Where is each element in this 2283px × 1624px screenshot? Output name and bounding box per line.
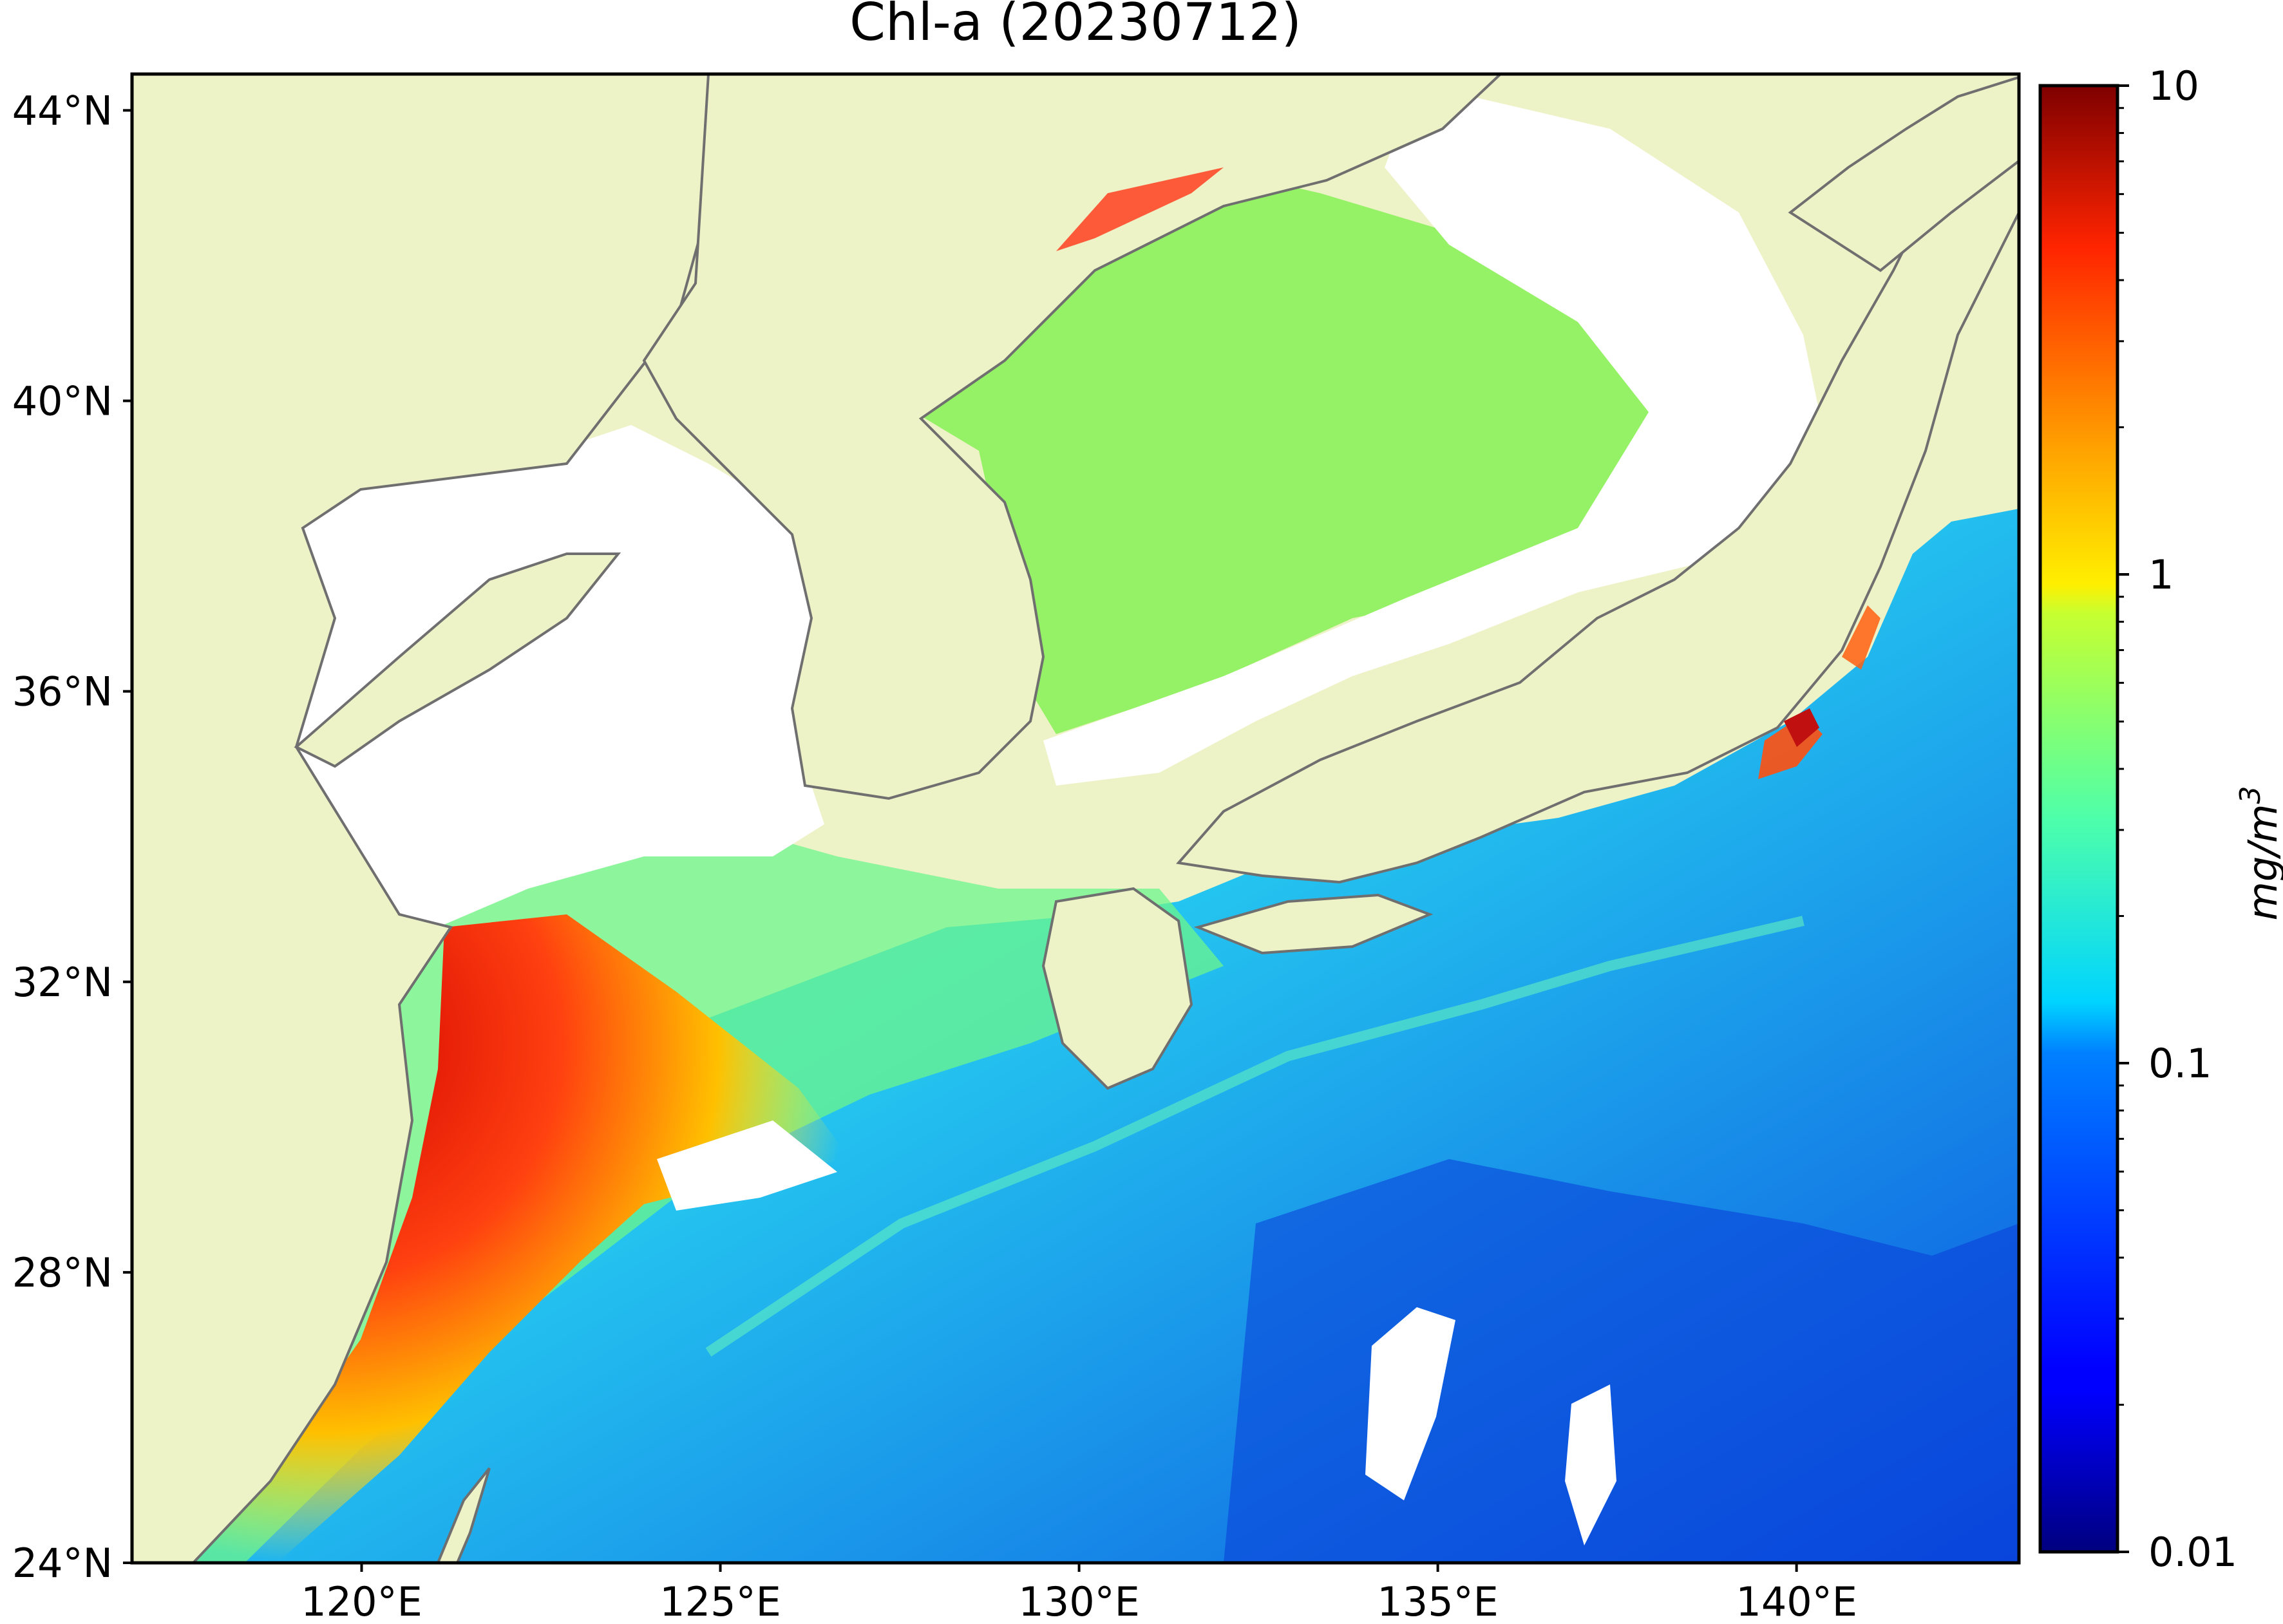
kyushu-land (1041, 887, 1193, 1090)
chart-title: Chl-a (20230712) (849, 0, 1302, 52)
lat-tick-label: 44°N (12, 87, 113, 134)
taiwan-land (436, 1467, 491, 1563)
colorbar-gradient (2040, 86, 2117, 1552)
lat-tick-label: 40°N (12, 378, 113, 425)
deep-blue-gyre (1224, 1159, 2019, 1563)
colorbar-tick-label: 0.1 (2148, 1040, 2212, 1087)
colorbar-label: mg/m3 (2234, 786, 2283, 920)
lat-tick-label: 32°N (12, 959, 113, 1006)
lat-tick-label: 24°N (12, 1540, 113, 1587)
east-sea-region (914, 161, 1726, 734)
hokkaido-land (1788, 75, 2019, 272)
shandong-land (294, 552, 621, 768)
honshu-land (1176, 101, 2019, 884)
map-axes: 120°E 125°E 130°E 135°E 140°E 44°N 40°N 36°N 32°… (12, 87, 1857, 1624)
korea-land (642, 74, 1502, 800)
colorbar-ticks: 10 1 0.1 0.01 (2117, 62, 2237, 1576)
lat-tick-label: 36°N (12, 668, 113, 715)
colorbar: 10 1 0.1 0.01 mg/m3 (2038, 62, 2283, 1576)
cloud-ecs (657, 1120, 837, 1211)
map-panel (132, 74, 2019, 1563)
cloud-southern-2 (1565, 1384, 1616, 1545)
colorbar-tick-label: 1 (2148, 551, 2174, 598)
cloud-southern-1 (1365, 1307, 1455, 1500)
colorbar-label-text: mg/m (2239, 804, 2283, 920)
east-china-sea-red (193, 914, 850, 1563)
map-frame (130, 72, 2021, 1565)
lat-tick-label: 28°N (12, 1249, 113, 1296)
colorbar-frame (2038, 84, 2119, 1554)
lon-tick-label: 130°E (1018, 1578, 1140, 1624)
lon-tick-label: 140°E (1736, 1578, 1857, 1624)
lon-tick-label: 135°E (1377, 1578, 1499, 1624)
tokyo-bay-chl (1784, 708, 1819, 747)
colorbar-tick-label: 0.01 (2148, 1529, 2237, 1576)
colorbar-tick-label: 10 (2148, 62, 2199, 109)
cloud-east-sea (1043, 84, 1835, 786)
shikoku-land (1193, 893, 1434, 955)
lon-tick-label: 125°E (659, 1578, 781, 1624)
sendai-coastal-chl (1842, 605, 1880, 670)
colorbar-label-sup: 3 (2234, 786, 2267, 804)
korea-east-coast-chl (1056, 167, 1224, 251)
kuroshio-current (705, 916, 1805, 1357)
lon-tick-label: 120°E (301, 1578, 422, 1624)
